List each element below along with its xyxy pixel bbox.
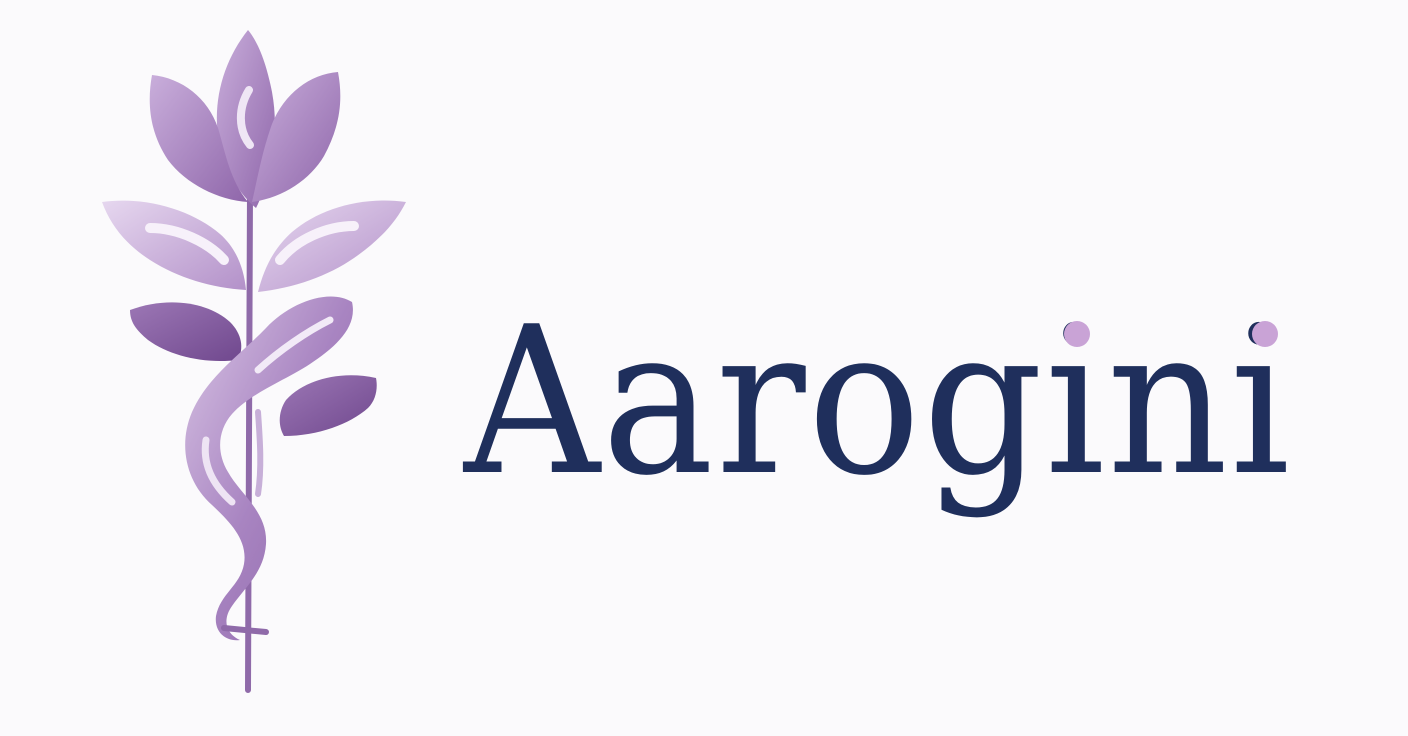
brand-name: Aarogini [462,300,1292,521]
lotus-caduceus-icon [102,30,406,693]
brand-dot [1064,321,1090,347]
brand-dot [1252,321,1278,347]
brand-wordmark: Aarogini [462,300,1292,521]
